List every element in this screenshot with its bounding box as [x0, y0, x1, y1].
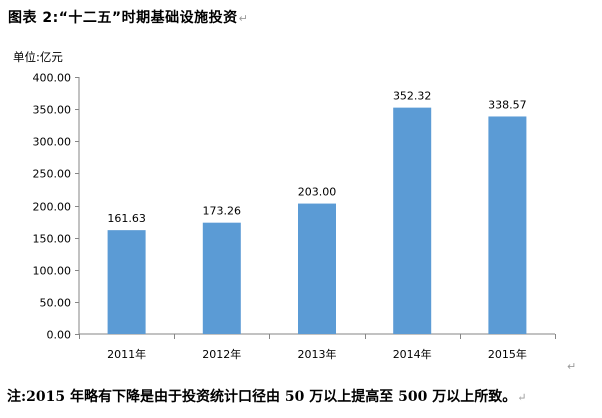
y-tick-label: 150.00 — [33, 233, 72, 246]
unit-label: 单位:亿元 — [13, 50, 63, 64]
y-tick-label: 250.00 — [33, 168, 72, 181]
x-tick-label: 2014年 — [393, 347, 432, 361]
y-tick-label: 0.00 — [47, 329, 72, 342]
y-tick-label: 350.00 — [33, 104, 72, 117]
x-tick-label: 2011年 — [107, 347, 146, 361]
data-label: 161.63 — [107, 212, 146, 225]
y-tick-label: 400.00 — [33, 72, 72, 85]
data-label: 173.26 — [203, 205, 242, 218]
return-mark-icon: ↵ — [567, 360, 577, 373]
y-tick-label: 100.00 — [33, 265, 72, 278]
footnote-text: 注:2015 年略有下降是由于投资统计口径由 50 万以上提高至 500 万以上… — [7, 389, 517, 405]
bar — [298, 203, 336, 334]
x-tick-label: 2013年 — [298, 347, 337, 361]
bar — [488, 116, 527, 334]
bar — [393, 107, 432, 334]
y-tick-label: 50.00 — [40, 297, 72, 310]
x-tick-label: 2015年 — [488, 347, 527, 361]
data-label: 338.57 — [488, 98, 527, 111]
y-tick-label: 300.00 — [33, 136, 72, 149]
data-label: 352.32 — [393, 90, 432, 103]
bar — [202, 222, 241, 334]
y-tick-label: 200.00 — [33, 201, 72, 214]
paragraph-mark-icon: ↵ — [238, 12, 249, 25]
data-label: 203.00 — [298, 186, 337, 199]
figure-title: 图表 2:“十二五”时期基础设施投资↵ — [8, 7, 248, 27]
x-tick-label: 2012年 — [202, 347, 241, 361]
figure-title-text: 图表 2:“十二五”时期基础设施投资 — [8, 10, 238, 26]
bar-chart: 0.00 50.00 100.00 150.00 200.00 250.00 300.00 3… — [33, 72, 556, 361]
paragraph-mark-icon: ↵ — [517, 391, 527, 404]
footnote: 注:2015 年略有下降是由于投资统计口径由 50 万以上提高至 500 万以上… — [7, 386, 526, 406]
bar — [107, 230, 146, 334]
